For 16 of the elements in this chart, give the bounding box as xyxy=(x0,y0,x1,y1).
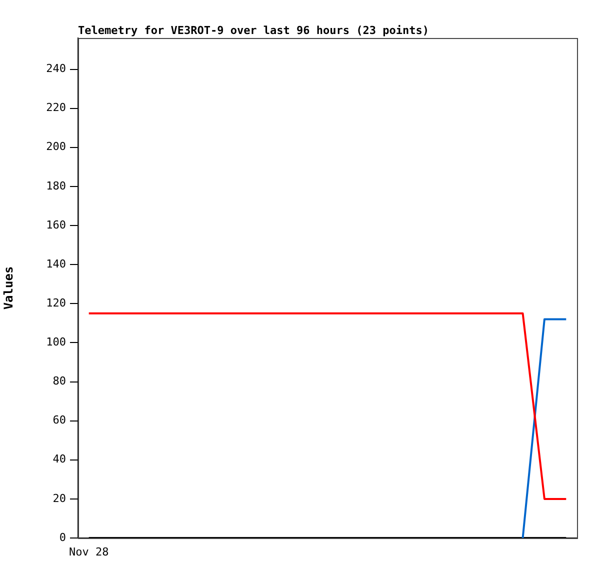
y-tick-label: 60 xyxy=(52,414,66,427)
chart-title: Telemetry for VE3ROT-9 over last 96 hours (23 points) xyxy=(78,24,429,37)
y-tick-label: 180 xyxy=(46,179,66,192)
y-tick-label: 0 xyxy=(59,530,66,544)
x-tick-label: Nov 28 xyxy=(68,545,109,558)
y-tick-label: 160 xyxy=(46,218,66,232)
y-tick-label: 120 xyxy=(46,296,66,310)
y-tick-label: 140 xyxy=(46,257,66,270)
y-tick-label: 240 xyxy=(46,62,66,76)
y-axis-title: Values xyxy=(1,266,16,310)
y-tick-label: 200 xyxy=(46,140,66,154)
y-tick-label: 80 xyxy=(52,374,66,388)
y-tick-label: 20 xyxy=(52,492,66,505)
y-tick-label: 220 xyxy=(46,101,66,114)
y-tick-label: 40 xyxy=(52,452,66,466)
y-tick-label: 100 xyxy=(46,336,66,349)
